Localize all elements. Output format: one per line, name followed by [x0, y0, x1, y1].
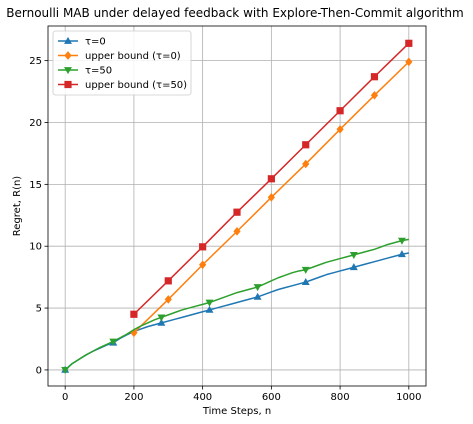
legend-item: upper bound (τ=50) [58, 80, 187, 91]
data-point-marker [302, 141, 310, 149]
axis-ticks: 0 200 400 600 800 1000 0 5 10 15 20 25 [29, 56, 421, 403]
legend-item: upper bound (τ=0) [58, 51, 181, 62]
legend-label: upper bound (τ=0) [85, 51, 181, 62]
data-point-marker [301, 277, 310, 285]
data-point-marker [199, 260, 207, 270]
legend-item: τ=50 [58, 66, 112, 77]
y-tick-label: 20 [29, 118, 42, 129]
data-point-marker [61, 367, 70, 375]
y-tick-label: 0 [36, 365, 42, 376]
data-point-marker [336, 107, 344, 115]
series-2 [61, 237, 409, 375]
data-point-marker [130, 310, 138, 318]
data-point-marker [370, 90, 379, 100]
data-point-marker [336, 124, 344, 134]
series-line [64, 238, 409, 371]
y-tick-label: 25 [29, 56, 42, 67]
data-point-marker [253, 284, 262, 292]
data-point-marker [157, 314, 166, 322]
data-point-marker [233, 208, 241, 216]
x-tick-label: 400 [193, 392, 212, 403]
data-point-marker [205, 305, 214, 313]
legend-item: τ=0 [58, 37, 106, 48]
y-axis-label: Regret, R(n) [12, 176, 23, 237]
legend-box [52, 30, 192, 96]
data-point-marker [405, 39, 413, 47]
x-tick-label: 200 [124, 392, 143, 403]
data-point-marker [397, 237, 406, 245]
chart-legend: τ=0 upper bound (τ=0) τ=50 upper bound (τ=5… [52, 30, 192, 96]
data-point-marker [267, 175, 275, 183]
data-point-marker [253, 292, 262, 300]
chart-title: Bernoulli MAB under delayed feedback wit… [6, 6, 463, 20]
legend-marker [64, 80, 72, 89]
series-1 [130, 57, 413, 338]
series-3 [130, 39, 413, 318]
data-point-marker [164, 277, 172, 285]
x-tick-label: 600 [262, 392, 281, 403]
x-tick-label: 800 [331, 392, 350, 403]
data-point-marker [164, 295, 172, 304]
legend-label: τ=50 [85, 66, 112, 77]
y-tick-label: 10 [29, 242, 42, 253]
data-point-marker [109, 338, 118, 346]
x-tick-label: 0 [62, 392, 68, 403]
data-point-marker [302, 159, 310, 169]
legend-label: τ=0 [85, 37, 106, 48]
data-point-marker [267, 193, 275, 202]
data-point-marker [349, 251, 358, 260]
legend-marker [64, 51, 72, 60]
data-point-marker [301, 266, 310, 274]
data-point-marker [405, 57, 413, 67]
data-point-marker [233, 227, 241, 236]
plot-area-frame [47, 25, 427, 387]
x-axis-label: Time Steps, n [202, 406, 271, 417]
y-tick-label: 15 [29, 180, 42, 191]
data-series [61, 39, 413, 375]
data-point-marker [349, 263, 358, 271]
data-point-marker [370, 73, 379, 81]
data-point-marker [397, 250, 406, 258]
grid-lines [48, 26, 426, 386]
legend-marker [64, 67, 72, 75]
data-point-marker [199, 243, 207, 251]
data-point-marker [157, 318, 166, 326]
legend-marker [64, 36, 72, 44]
y-tick-label: 5 [36, 304, 42, 315]
legend-label: upper bound (τ=50) [85, 80, 187, 91]
x-tick-label: 1000 [396, 392, 421, 403]
data-point-marker [205, 299, 214, 307]
